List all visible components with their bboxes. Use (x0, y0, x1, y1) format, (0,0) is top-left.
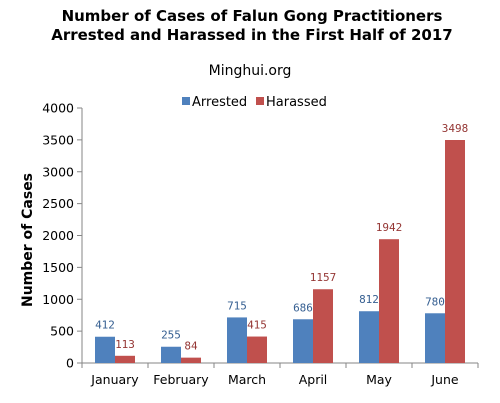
data-label-harassed: 1942 (376, 221, 403, 234)
bar-arrested (227, 317, 247, 363)
chart-title-line-2: Arrested and Harassed in the First Half … (51, 26, 453, 44)
bar-harassed (445, 140, 465, 363)
data-label-arrested: 812 (359, 293, 379, 306)
axes: 0 500 1000 1500 2000 2500 3000 3500 4000 January F… (42, 101, 479, 387)
data-label-arrested: 715 (227, 299, 247, 312)
data-label-harassed: 1157 (310, 271, 337, 284)
legend-label-harassed: Harassed (266, 95, 327, 110)
legend-swatch-arrested (182, 97, 190, 105)
x-tick-label: April (299, 372, 328, 387)
y-tick-label: 500 (50, 324, 74, 339)
y-tick-label: 3000 (42, 164, 74, 179)
legend: Arrested Harassed (182, 95, 327, 110)
y-tick-label: 3500 (42, 132, 74, 147)
bar-harassed (247, 336, 267, 363)
data-label-harassed: 84 (184, 340, 198, 353)
bar-harassed (313, 289, 333, 363)
bar-arrested (425, 313, 445, 363)
x-tick-label: May (366, 372, 392, 387)
data-label-arrested: 780 (425, 295, 445, 308)
x-tick-label: February (153, 372, 209, 387)
bar-harassed (181, 357, 201, 363)
data-label-harassed: 3498 (442, 122, 469, 135)
bar-arrested (359, 311, 379, 363)
y-tick-label: 2000 (42, 228, 74, 243)
bar-arrested (95, 336, 115, 363)
data-label-arrested: 412 (95, 319, 115, 332)
chart-subtitle: Minghui.org (209, 63, 292, 79)
x-tick-label: June (430, 372, 459, 387)
y-axis-label: Number of Cases (20, 173, 36, 307)
x-tick-label: March (228, 372, 266, 387)
data-label-harassed: 415 (247, 319, 267, 332)
chart-title-line-1: Number of Cases of Falun Gong Practition… (62, 7, 443, 25)
bar-harassed (115, 355, 135, 363)
data-label-harassed: 113 (115, 338, 135, 351)
bars (95, 140, 465, 363)
y-tick-label: 1500 (42, 260, 74, 275)
bar-arrested (161, 346, 181, 363)
legend-swatch-harassed (256, 97, 264, 105)
data-label-arrested: 686 (293, 301, 313, 314)
y-tick-label: 1000 (42, 292, 74, 307)
y-tick-label: 0 (66, 356, 74, 371)
y-tick-label: 2500 (42, 196, 74, 211)
x-tick-label: January (90, 372, 139, 387)
y-tick-label: 4000 (42, 101, 74, 116)
bar-harassed (379, 239, 399, 363)
data-label-arrested: 255 (161, 329, 181, 342)
bar-arrested (293, 319, 313, 363)
legend-label-arrested: Arrested (192, 95, 247, 110)
